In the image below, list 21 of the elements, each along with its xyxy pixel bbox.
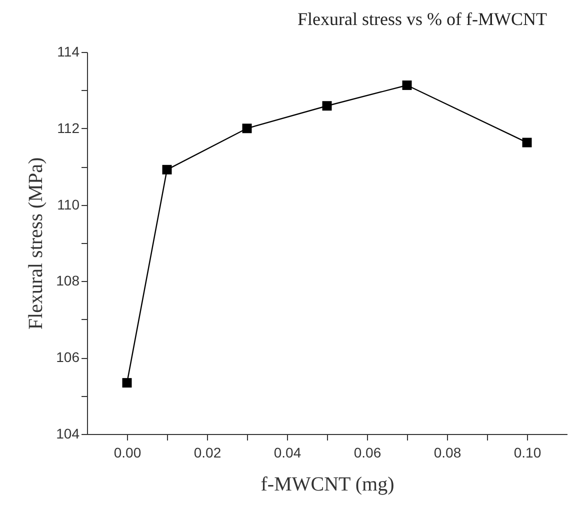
x-tick-label: 0.10 bbox=[514, 444, 542, 460]
y-tick-label: 108 bbox=[56, 272, 80, 289]
y-axis-title: Flexural stress (MPa) bbox=[25, 157, 48, 330]
point bbox=[522, 138, 532, 148]
point bbox=[122, 378, 132, 388]
y-tick-label: 114 bbox=[57, 44, 80, 60]
y-tick-label: 104 bbox=[56, 426, 80, 442]
y-tick-label: 110 bbox=[57, 196, 80, 212]
point bbox=[402, 80, 412, 90]
y-tick-label: 112 bbox=[57, 120, 80, 136]
point bbox=[322, 101, 332, 111]
x-tick-label: 0.04 bbox=[274, 444, 302, 460]
y-tick-label: 106 bbox=[56, 349, 80, 366]
x-tick-label: 0.06 bbox=[354, 444, 382, 460]
x-tick-label: 0.02 bbox=[194, 444, 222, 460]
point bbox=[162, 164, 172, 174]
point bbox=[242, 124, 252, 134]
chart-title: Flexural stress vs % of f-MWCNT bbox=[298, 9, 547, 29]
x-tick-label: 0.00 bbox=[114, 444, 142, 460]
x-tick-label: 0.08 bbox=[434, 444, 462, 460]
x-axis-title: f-MWCNT (mg) bbox=[260, 474, 394, 496]
